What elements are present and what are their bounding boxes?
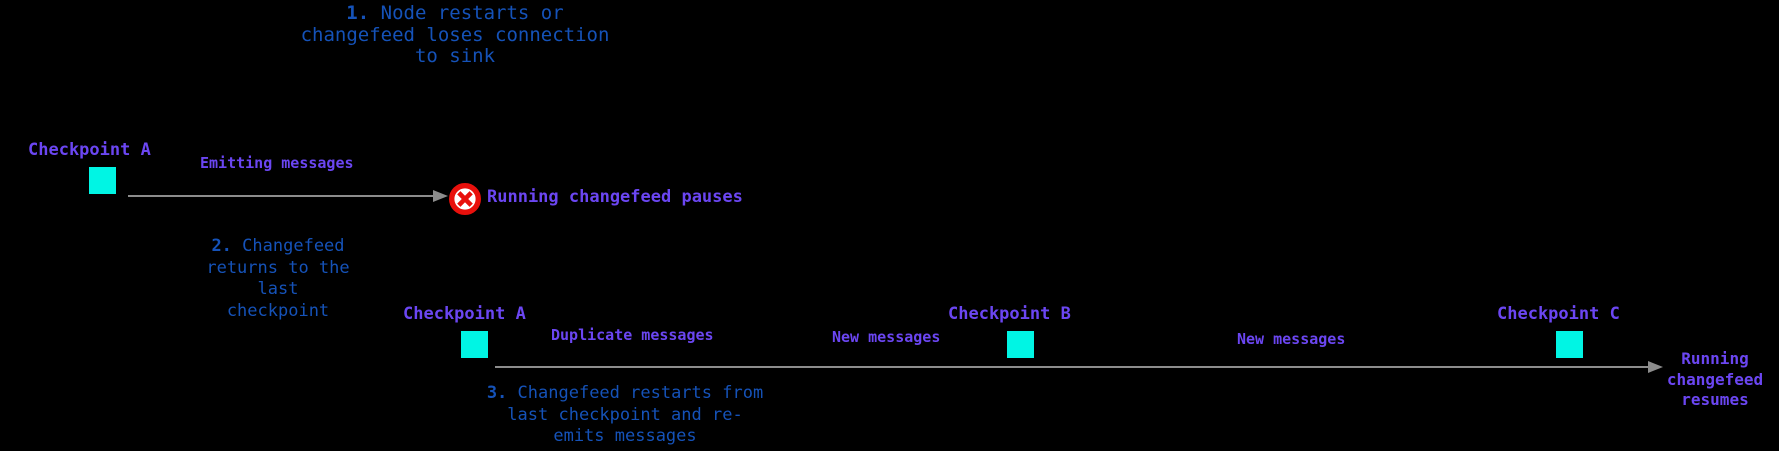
step-1-number: 1. — [346, 2, 370, 24]
step-2-number: 2. — [211, 236, 232, 256]
checkpoint-b-marker — [1007, 331, 1034, 358]
step-2-text: Changefeed returns to the last checkpoin… — [206, 236, 350, 321]
running-changefeed-pauses-label: Running changefeed pauses — [487, 187, 743, 207]
checkpoint-a-label-1: Checkpoint A — [28, 140, 151, 160]
timeline-2-arrowhead — [1648, 361, 1663, 373]
checkpoint-c-marker — [1556, 331, 1583, 358]
new-messages-label-1: New messages — [832, 328, 941, 346]
running-changefeed-resumes-label: Running changefeed resumes — [1666, 349, 1764, 409]
step-3-number: 3. — [486, 383, 508, 403]
checkpoint-b-label: Checkpoint B — [948, 304, 1071, 324]
checkpoint-a-marker-1 — [89, 167, 116, 194]
emitting-messages-label: Emitting messages — [200, 154, 354, 172]
step-3-annotation: 3. Changefeed restarts from last checkpo… — [487, 383, 763, 448]
step-1-text: Node restarts or changefeed loses connec… — [300, 2, 610, 67]
checkpoint-c-label: Checkpoint C — [1497, 304, 1620, 324]
checkpoint-a-label-2: Checkpoint A — [403, 304, 526, 324]
timeline-1-arrowhead — [433, 190, 448, 202]
checkpoint-a-marker-2 — [461, 331, 488, 358]
timeline-1-line — [128, 195, 434, 197]
changefeed-paused-icon — [449, 183, 481, 215]
step-2-annotation: 2. Changefeed returns to the last checkp… — [206, 236, 349, 322]
new-messages-label-2: New messages — [1237, 330, 1346, 348]
duplicate-messages-label: Duplicate messages — [551, 326, 714, 344]
timeline-2-line — [495, 366, 1649, 368]
step-3-text: Changefeed restarts from last checkpoint… — [507, 383, 764, 446]
step-1-annotation: 1. Node restarts or changefeed loses con… — [300, 2, 610, 68]
